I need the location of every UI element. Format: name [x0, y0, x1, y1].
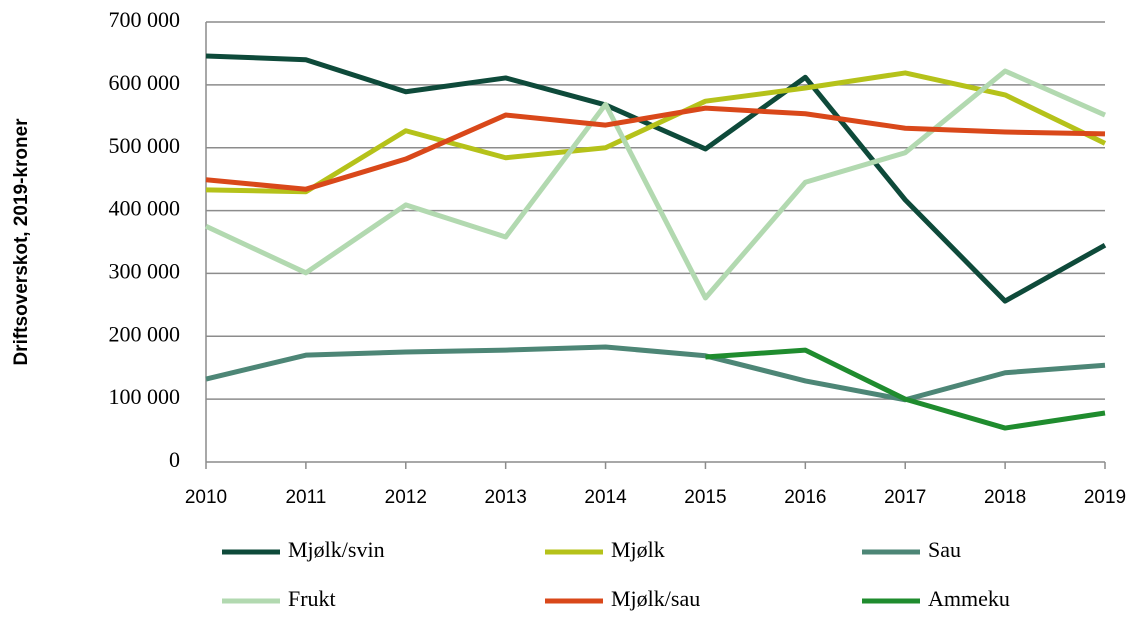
y-tick-label: 500 000 [109, 133, 181, 158]
y-tick-label: 300 000 [109, 258, 181, 283]
x-tick-label: 2014 [584, 487, 627, 508]
y-tick-label: 400 000 [109, 196, 181, 221]
legend-label: Frukt [288, 586, 336, 611]
y-tick-label: 600 000 [109, 70, 181, 95]
x-tick-label: 2019 [1084, 487, 1126, 508]
series-line [204, 68, 1107, 301]
y-tick-label: 0 [169, 447, 180, 472]
x-tick-label: 2018 [984, 487, 1026, 508]
x-tick-label: 2013 [485, 487, 527, 508]
legend-label: Mjølk/svin [288, 537, 385, 562]
y-tick-label: 700 000 [109, 7, 181, 32]
x-tick-label: 2012 [385, 487, 427, 508]
series-line [705, 347, 1106, 431]
legend-label: Mjølk/sau [611, 586, 700, 611]
legend-label: Sau [928, 537, 961, 562]
legend-label: Ammeku [928, 586, 1010, 611]
series-line [205, 344, 1106, 403]
y-axis-label: Driftsoverskot, 2019-kroner [11, 118, 32, 366]
series-line [205, 105, 1106, 192]
x-tick-label: 2016 [784, 487, 826, 508]
y-tick-label: 200 000 [109, 321, 181, 346]
series-line [205, 70, 1107, 195]
x-tick-label: 2011 [285, 487, 326, 508]
x-tick-label: 2015 [684, 487, 726, 508]
x-tick-label: 2017 [884, 487, 926, 508]
y-tick-label: 100 000 [109, 384, 181, 409]
x-tick-label: 2010 [185, 487, 227, 508]
legend-label: Mjølk [611, 537, 665, 562]
